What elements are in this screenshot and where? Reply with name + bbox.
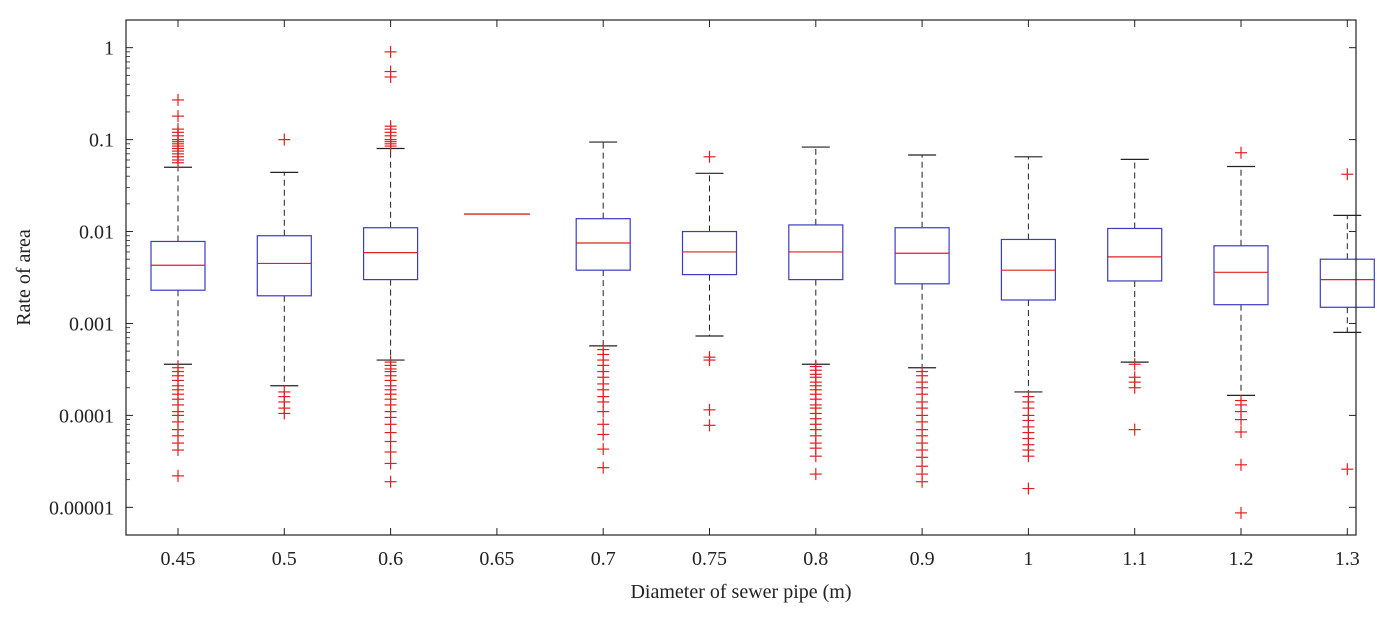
outlier-marker (278, 133, 291, 146)
box-group-1_1 (1107, 158, 1163, 363)
outlier-marker (384, 435, 397, 448)
outlier-marker (1128, 381, 1141, 394)
outliers-layer (172, 45, 1354, 519)
x-tick-label: 0.9 (910, 548, 935, 570)
iqr-box (150, 240, 206, 291)
y-tick-label: 0.0001 (59, 405, 114, 427)
x-tick-label: 0.75 (692, 548, 727, 570)
box-group-0_8 (788, 146, 844, 365)
x-tick-label: 0.7 (591, 548, 616, 570)
outlier-marker (384, 475, 397, 488)
boxes-layer (150, 141, 1375, 397)
y-tick-label: 0.01 (79, 222, 114, 244)
outlier-marker (172, 156, 184, 169)
outlier-marker (384, 140, 397, 153)
y-axis-title: Rate of area (13, 229, 35, 326)
x-tick-label: 1.3 (1335, 548, 1360, 570)
box-group-1_2 (1213, 165, 1269, 397)
outlier-marker (172, 110, 184, 123)
y-tick-label: 0.00001 (49, 497, 114, 519)
outlier-marker (172, 444, 184, 457)
outlier-marker (809, 450, 822, 463)
outlier-marker (597, 461, 610, 474)
outlier-marker (1022, 450, 1035, 463)
outlier-marker (916, 475, 929, 488)
x-tick-label: 1 (1023, 548, 1033, 570)
x-tick-label: 0.6 (378, 548, 403, 570)
iqr-box (363, 227, 419, 281)
iqr-box (1107, 227, 1163, 282)
box-group-0_5 (256, 171, 312, 387)
outlier-marker (1235, 413, 1247, 426)
outlier-marker (384, 45, 397, 58)
box-group-1_3 (1319, 214, 1375, 333)
outlier-marker (172, 469, 184, 482)
outlier-marker (703, 403, 716, 416)
iqr-box (1213, 245, 1269, 306)
outlier-marker (809, 468, 822, 481)
outlier-marker (597, 443, 610, 456)
outlier-marker (384, 70, 397, 83)
iqr-box (681, 230, 738, 276)
x-tick-label: 1.2 (1229, 548, 1254, 570)
iqr-box (575, 218, 631, 271)
outlier-marker (597, 418, 610, 431)
plot-frame (125, 19, 1357, 536)
outlier-marker (1341, 168, 1354, 181)
box-group-0_7 (575, 141, 631, 347)
x-axis: 0.45 0.5 0.6 0.65 0.7 0.75 0.8 0.9 1 1.1 1.2 1.3 (161, 20, 1360, 570)
x-tick-label: 0.65 (479, 548, 514, 570)
iqr-box (256, 235, 312, 297)
outlier-marker (1128, 358, 1141, 371)
outlier-marker (384, 457, 397, 470)
box-group-0_75 (681, 172, 738, 337)
outlier-marker (1235, 506, 1247, 519)
outlier-marker (1341, 463, 1354, 476)
outlier-marker (703, 419, 716, 432)
outlier-marker (703, 150, 716, 163)
y-tick-label: 0.001 (69, 313, 114, 335)
outlier-marker (597, 428, 610, 441)
x-tick-label: 0.45 (161, 548, 196, 570)
outlier-marker (1235, 458, 1247, 471)
y-tick-label: 1 (104, 38, 114, 60)
iqr-box (894, 227, 950, 285)
x-tick-label: 0.8 (803, 548, 828, 570)
y-tick-label: 0.1 (89, 130, 114, 152)
y-axis: 1 0.1 0.01 0.001 0.0001 0.00001 (49, 19, 1356, 519)
x-axis-title: Diameter of sewer pipe (m) (630, 581, 851, 603)
outlier-marker (1235, 146, 1247, 159)
box-group-0_9 (894, 154, 950, 369)
outlier-marker (1235, 425, 1247, 438)
outlier-marker (597, 405, 610, 418)
box-group-1 (1000, 156, 1057, 393)
outlier-marker (278, 407, 291, 420)
x-tick-label: 1.1 (1122, 548, 1147, 570)
outlier-marker (1022, 482, 1035, 495)
box-group-0_45 (150, 166, 206, 365)
outlier-marker (703, 354, 716, 367)
iqr-box (1319, 258, 1375, 308)
outlier-marker (172, 93, 184, 106)
box-group-0_6 (363, 147, 419, 361)
outlier-marker (384, 445, 397, 458)
outlier-marker (1128, 423, 1141, 436)
x-tick-label: 0.5 (272, 548, 297, 570)
